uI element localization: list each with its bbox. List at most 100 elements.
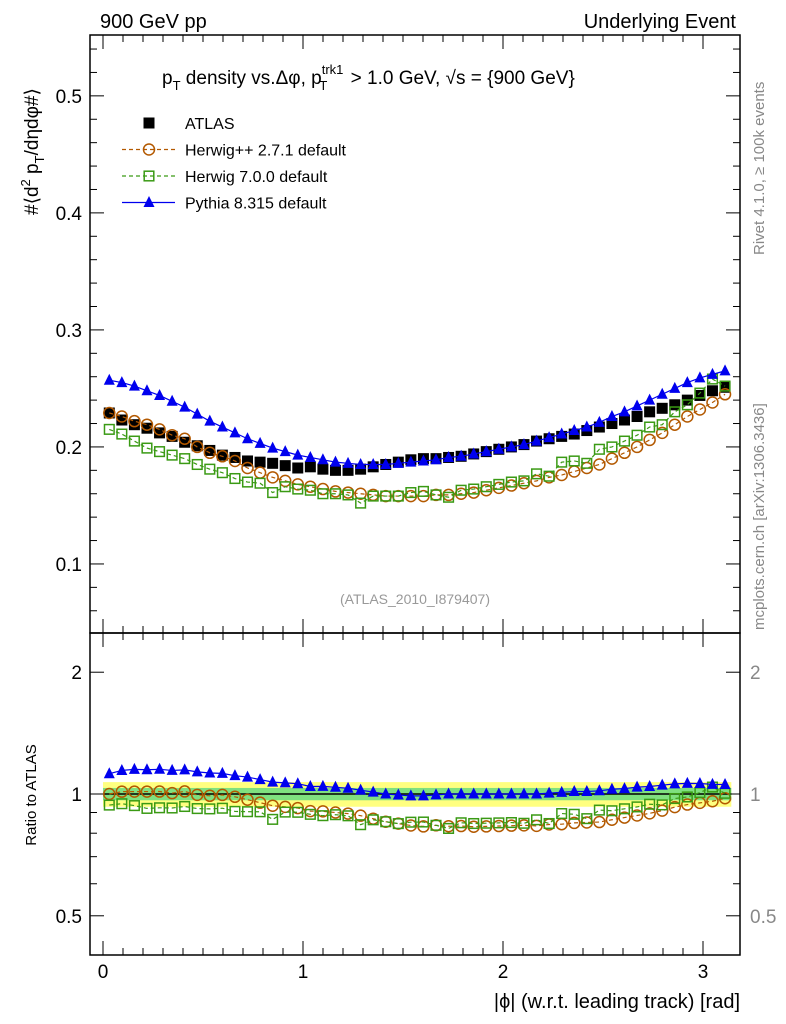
point-atlas	[154, 427, 166, 439]
point-pythia-8-315-default	[581, 420, 593, 432]
point-atlas	[593, 421, 605, 433]
ratio-point-pythia-8-315-default	[204, 766, 216, 778]
ratio-point-herwig-2-7-1-default	[354, 809, 367, 822]
point-pythia-8-315-default	[116, 376, 128, 388]
point-pythia-8-315-default	[455, 449, 467, 461]
point-herwig-2-7-1-default	[266, 471, 279, 484]
ratio-point-pythia-8-315-default	[267, 775, 279, 787]
point-pythia-8-315-default	[254, 436, 266, 448]
ratio-point-pythia-8-315-default	[568, 785, 580, 797]
ratio-point-pythia-8-315-default	[367, 785, 379, 797]
ratio-point-herwig-2-7-1-default	[266, 799, 279, 812]
line-herwig-2-7-1-default	[109, 393, 726, 497]
ratio-point-herwig-2-7-1-default	[140, 785, 154, 798]
ratio-point-herwig-7-0-0-default	[304, 808, 316, 820]
point-pythia-8-315-default	[367, 457, 379, 469]
point-herwig-7-0-0-default	[204, 463, 216, 475]
point-herwig-2-7-1-default	[605, 452, 619, 465]
point-atlas	[355, 463, 367, 475]
ratio-point-herwig-7-0-0-default	[405, 816, 417, 828]
ratio-point-herwig-7-0-0-default	[342, 810, 354, 822]
x-tick-label: 1	[298, 962, 309, 983]
ratio-point-herwig-2-7-1-default	[190, 788, 204, 802]
y-axis-label: #⟨d2 pT/dηdφ#⟩	[18, 88, 47, 215]
ratio-point-herwig-7-0-0-default	[292, 806, 304, 818]
ratio-point-herwig-2-7-1-default	[241, 793, 254, 806]
point-herwig-2-7-1-default	[567, 465, 581, 478]
point-herwig-2-7-1-default	[706, 396, 719, 409]
side-label-mcplots: mcplots.cern.ch [arXiv:1306.3436]	[751, 403, 768, 630]
point-pythia-8-315-default	[681, 376, 693, 388]
point-atlas	[179, 436, 191, 448]
point-herwig-7-0-0-default	[443, 491, 455, 503]
point-pythia-8-315-default	[430, 453, 442, 465]
ratio-point-pythia-8-315-default	[644, 780, 656, 792]
ratio-point-herwig-2-7-1-default	[115, 785, 129, 798]
ratio-point-pythia-8-315-default	[669, 777, 681, 789]
point-herwig-7-0-0-default	[568, 455, 580, 467]
point-herwig-2-7-1-default	[618, 446, 631, 460]
ratio-point-pythia-8-315-default	[556, 785, 568, 797]
point-herwig-2-7-1-default	[530, 474, 543, 488]
ratio-point-pythia-8-315-default	[154, 762, 166, 774]
point-herwig-7-0-0-default	[191, 458, 203, 471]
ratio-point-pythia-8-315-default	[229, 769, 241, 781]
point-pythia-8-315-default	[694, 371, 706, 383]
ratio-point-herwig-7-0-0-default	[480, 817, 492, 829]
ratio-point-herwig-7-0-0-default	[392, 818, 404, 830]
ratio-point-pythia-8-315-default	[179, 763, 191, 775]
ratio-point-herwig-7-0-0-default	[191, 803, 203, 815]
ratio-point-herwig-7-0-0-default	[254, 806, 266, 818]
point-herwig-2-7-1-default	[228, 454, 242, 468]
ratio-point-herwig-7-0-0-default	[455, 817, 467, 829]
ratio-point-pythia-8-315-default	[656, 778, 668, 790]
point-pythia-8-315-default	[644, 393, 656, 405]
ratio-point-herwig-7-0-0-default	[153, 802, 166, 814]
point-atlas	[141, 422, 153, 434]
ratio-point-herwig-2-7-1-default	[178, 785, 191, 798]
ratio-point-herwig-7-0-0-default	[493, 817, 505, 829]
y-tick-label: 0.5	[56, 87, 82, 108]
ratio-point-pythia-8-315-default	[593, 784, 605, 796]
ratio-point-herwig-7-0-0-default	[279, 806, 291, 818]
point-atlas	[254, 456, 266, 468]
point-pythia-8-315-default	[242, 432, 254, 444]
ratio-point-herwig-2-7-1-default	[530, 819, 543, 833]
point-pythia-8-315-default	[317, 453, 329, 465]
ratio-point-pythia-8-315-default	[128, 762, 140, 774]
ratio-point-pythia-8-315-default	[279, 776, 291, 788]
ratio-point-herwig-7-0-0-default	[166, 802, 178, 814]
point-pythia-8-315-default	[392, 456, 404, 468]
analysis-annotation: (ATLAS_2010_I879407)	[340, 591, 490, 607]
point-atlas	[669, 399, 681, 411]
ratio-point-pythia-8-315-default	[191, 765, 203, 777]
point-pythia-8-315-default	[531, 434, 543, 446]
ratio-point-pythia-8-315-default	[116, 763, 128, 775]
ratio-y-tick-label: 0.5	[56, 907, 82, 928]
ratio-point-herwig-7-0-0-default	[468, 817, 480, 830]
ratio-point-pythia-8-315-default	[518, 787, 530, 799]
ratio-point-herwig-7-0-0-default	[556, 807, 568, 820]
legend-label-atlas: ATLAS	[185, 116, 235, 133]
ratio-point-pythia-8-315-default	[694, 777, 706, 789]
point-herwig-2-7-1-default	[190, 440, 204, 454]
point-herwig-7-0-0-default	[455, 484, 467, 496]
ratio-point-pythia-8-315-default	[380, 787, 392, 799]
ratio-point-pythia-8-315-default	[292, 777, 304, 789]
point-herwig-7-0-0-default	[681, 399, 693, 411]
point-atlas	[706, 385, 718, 397]
point-pythia-8-315-default	[518, 438, 530, 450]
point-atlas	[644, 406, 656, 418]
ratio-point-herwig-2-7-1-default	[128, 785, 141, 798]
point-herwig-7-0-0-default	[405, 487, 417, 499]
ratio-point-pythia-8-315-default	[619, 782, 631, 794]
ratio-point-herwig-7-0-0-default	[430, 819, 442, 831]
point-herwig-2-7-1-default	[140, 418, 154, 431]
point-atlas	[128, 419, 140, 431]
ratio-point-pythia-8-315-default	[317, 779, 329, 791]
ratio-point-herwig-7-0-0-default	[443, 822, 455, 834]
point-pythia-8-315-default	[493, 442, 505, 454]
ratio-point-pythia-8-315-default	[342, 781, 354, 793]
ratio-point-herwig-7-0-0-default	[179, 800, 191, 813]
